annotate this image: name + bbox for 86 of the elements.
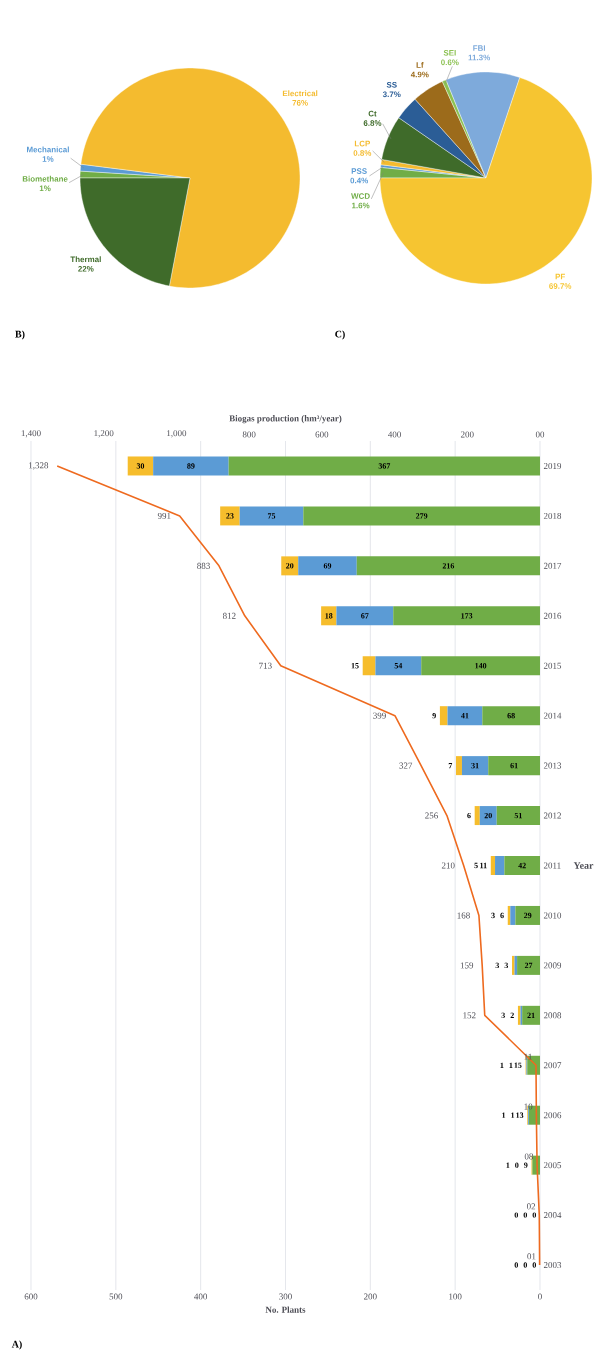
data-label: 1,328 — [29, 462, 49, 470]
bar — [127, 456, 154, 476]
x2-tick-label: 400 — [388, 431, 401, 438]
x2-axis-title: Biogas production (hm³/year) — [229, 415, 342, 424]
x-tick-label: 100 — [449, 1293, 462, 1300]
bar — [504, 856, 540, 876]
y-tick-label: 2007 — [543, 1062, 562, 1069]
bar — [456, 756, 462, 776]
y-tick-label: 2017 — [543, 562, 562, 569]
bar — [393, 606, 540, 626]
data-label: 168 — [457, 912, 470, 919]
bar — [515, 905, 540, 925]
bar — [153, 456, 229, 476]
data-label: 08 — [524, 1153, 534, 1160]
x-tick-label: 300 — [279, 1293, 292, 1300]
bar — [510, 905, 516, 925]
bar — [239, 506, 304, 526]
bar — [281, 556, 299, 576]
data-label: 713 — [259, 662, 272, 669]
y-tick-label: 2018 — [543, 512, 562, 519]
bar — [356, 556, 540, 576]
x-tick-label: 500 — [109, 1293, 123, 1300]
bar — [474, 806, 480, 826]
x2-tick-label: 00 — [535, 431, 545, 438]
x2-tick-label: 600 — [315, 431, 329, 438]
y-tick-label: 2013 — [543, 762, 562, 769]
y-tick-label: 2004 — [543, 1212, 562, 1219]
data-label: 991 — [157, 512, 171, 519]
y-tick-label: 2015 — [543, 662, 562, 669]
y-tick-label: 2019 — [543, 462, 562, 469]
y-tick-label: 2005 — [543, 1162, 562, 1169]
bar — [517, 955, 540, 975]
data-label: 883 — [197, 562, 210, 569]
bar — [228, 456, 540, 476]
text: C) — [335, 330, 345, 340]
bar — [439, 706, 448, 726]
data-label: 812 — [222, 612, 236, 619]
bar — [479, 806, 497, 826]
x2-tick-label: 1,400 — [21, 430, 41, 438]
bar — [495, 856, 505, 876]
bar — [321, 606, 337, 626]
x-tick-label: 600 — [24, 1293, 38, 1300]
bar — [303, 506, 540, 526]
bar — [496, 806, 540, 826]
data-label: 399 — [373, 712, 386, 719]
bar — [375, 656, 422, 676]
y-tick-label: 2010 — [543, 912, 562, 919]
data-label: 02 — [526, 1203, 536, 1210]
y-tick-label: 2012 — [543, 812, 561, 819]
y-tick-label: 2014 — [543, 712, 562, 719]
data-label: 210 — [441, 862, 455, 869]
bar — [461, 756, 489, 776]
bar — [336, 606, 394, 626]
y-tick-label: 2009 — [543, 962, 562, 969]
x2-tick-label: 200 — [460, 431, 474, 438]
x-tick-label: 0 — [538, 1293, 542, 1300]
bar — [362, 656, 376, 676]
data-label: 10 — [524, 1103, 533, 1110]
bar — [490, 856, 496, 876]
data-label: 152 — [463, 1012, 476, 1019]
text: A) — [11, 1340, 22, 1350]
bar — [220, 506, 240, 526]
bar — [488, 756, 540, 776]
bar — [421, 656, 540, 676]
y-tick-label: 2003 — [543, 1262, 562, 1269]
bar — [482, 706, 540, 726]
bar — [298, 556, 357, 576]
bar — [522, 1005, 540, 1025]
data-label: 11 — [524, 1053, 532, 1060]
y-tick-label: 2008 — [543, 1012, 562, 1019]
y-tick-label: 2016 — [543, 612, 562, 619]
data-label: 159 — [460, 962, 474, 969]
text: B) — [15, 330, 25, 340]
data-label: 327 — [399, 762, 413, 769]
x-axis-title: No. Plants — [265, 1306, 306, 1313]
data-label: 01 — [527, 1253, 536, 1260]
y-tick-label: 2006 — [543, 1112, 562, 1119]
x2-tick-label: 1,200 — [94, 430, 114, 438]
data-label: 256 — [425, 812, 438, 819]
x-tick-label: 200 — [363, 1293, 377, 1300]
x2-tick-label: 1,000 — [167, 430, 187, 438]
x-tick-label: 400 — [194, 1293, 208, 1300]
y-tick-label: 2011 — [543, 862, 561, 869]
x2-tick-label: 800 — [242, 431, 256, 438]
y-axis-title: Year — [573, 862, 594, 869]
bar — [447, 706, 483, 726]
